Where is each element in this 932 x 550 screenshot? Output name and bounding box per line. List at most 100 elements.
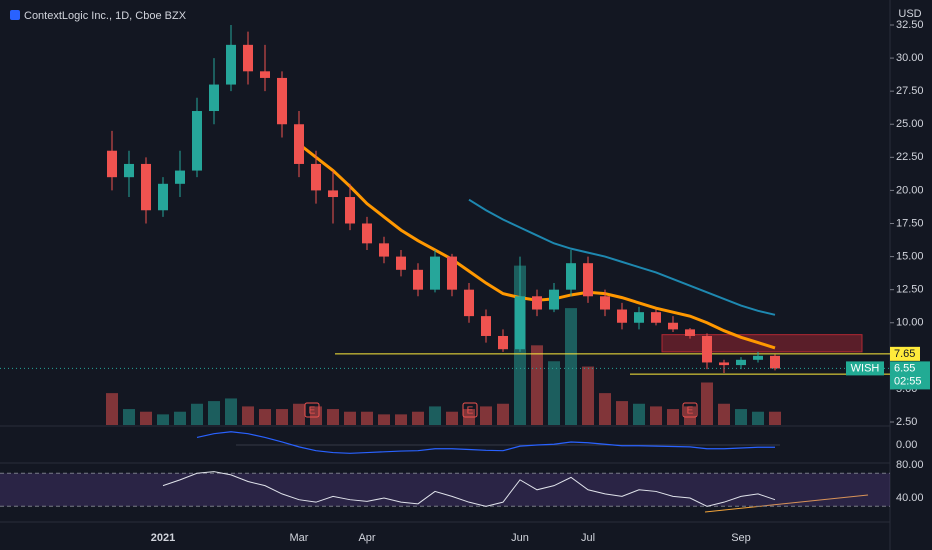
macd-tick-label: 0.00 xyxy=(896,439,917,451)
y-tick-label: 22.50 xyxy=(896,151,924,163)
candle-body xyxy=(294,124,304,164)
x-tick-label: Mar xyxy=(290,532,309,544)
candle-body xyxy=(651,312,661,323)
candle-body xyxy=(175,170,185,184)
candle-body xyxy=(736,359,746,366)
rsi-trendline xyxy=(704,494,869,513)
candle-body xyxy=(345,197,355,224)
candle-body xyxy=(396,256,406,270)
x-tick-label: 2021 xyxy=(151,532,175,544)
volume-bar xyxy=(650,406,662,425)
earnings-marker[interactable] xyxy=(462,402,478,418)
volume-bar xyxy=(531,345,543,425)
candle-body xyxy=(753,355,763,360)
candle-body xyxy=(379,243,389,257)
symbol-label: WISH xyxy=(851,362,880,374)
volume-bar xyxy=(361,411,373,425)
earnings-label: E xyxy=(467,406,474,417)
volume-bar xyxy=(616,401,628,425)
candle-body xyxy=(260,71,270,78)
volume-bar xyxy=(123,409,135,425)
x-tick-label: Apr xyxy=(358,532,375,544)
volume-bar xyxy=(735,409,747,425)
candle-body xyxy=(549,289,559,310)
level-tag xyxy=(890,346,920,361)
candle-body xyxy=(634,312,644,323)
macd-line xyxy=(196,431,775,454)
candle-body xyxy=(413,269,423,290)
y-tick-label: 17.50 xyxy=(896,217,924,229)
candle-body xyxy=(430,256,440,290)
candle-body xyxy=(498,335,508,350)
currency-label[interactable]: USD xyxy=(898,8,921,20)
y-tick-label: 20.00 xyxy=(896,184,924,196)
candle-body xyxy=(464,289,474,317)
volume-bar xyxy=(242,406,254,425)
candle-body xyxy=(600,296,610,310)
volume-bar xyxy=(140,411,152,425)
chart-title: ContextLogic Inc., 1D, Cboe BZX xyxy=(24,10,187,22)
volume-bar xyxy=(174,411,186,425)
candle-body xyxy=(770,355,780,369)
y-tick-label: 27.50 xyxy=(896,85,924,97)
candle-body xyxy=(243,44,253,72)
candle-body xyxy=(719,362,729,366)
volume-bar xyxy=(769,411,781,425)
volume-bar xyxy=(395,414,407,425)
candle-body xyxy=(583,263,593,297)
last-price-tag xyxy=(890,361,930,390)
x-tick-label: Jun xyxy=(511,532,529,544)
volume-bar xyxy=(259,409,271,425)
volume-bar xyxy=(599,393,611,425)
candle-body xyxy=(532,296,542,310)
volume-bar xyxy=(497,403,509,425)
candle-body xyxy=(481,316,491,336)
symbol-icon xyxy=(10,10,20,20)
volume-bar xyxy=(633,403,645,425)
volume-bar xyxy=(412,411,424,425)
volume-bar xyxy=(480,406,492,425)
y-tick-label: 30.00 xyxy=(896,52,924,64)
volume-bar xyxy=(429,406,441,425)
candle-body xyxy=(515,296,525,350)
candle-body xyxy=(668,322,678,330)
symbol-tag xyxy=(846,361,884,376)
y-tick-label: 25.00 xyxy=(896,118,924,130)
volume-bar xyxy=(191,403,203,425)
volume-bar xyxy=(667,409,679,425)
rsi-tick-label: 80.00 xyxy=(896,459,924,471)
candle-body xyxy=(226,44,236,85)
candle-body xyxy=(277,77,287,125)
y-tick-label: 10.00 xyxy=(896,317,924,329)
volume-bar xyxy=(276,409,288,425)
candle-body xyxy=(702,335,712,363)
volume-bar xyxy=(327,409,339,425)
earnings-marker[interactable] xyxy=(682,402,698,418)
candle-body xyxy=(158,183,168,211)
volume-bar xyxy=(344,411,356,425)
earnings-label: E xyxy=(687,406,694,417)
earnings-marker[interactable] xyxy=(304,402,320,418)
x-tick-label: Jul xyxy=(581,532,595,544)
countdown-label: 02:55 xyxy=(894,375,922,387)
volume-bar xyxy=(106,393,118,425)
volume-bar xyxy=(208,401,220,425)
moving-average xyxy=(468,198,776,316)
candle-body xyxy=(447,256,457,290)
candle-body xyxy=(362,223,372,244)
last-price-label: 6.55 xyxy=(894,362,915,374)
volume-bar xyxy=(157,414,169,425)
y-tick-label: 32.50 xyxy=(896,19,924,31)
y-tick-label: 12.50 xyxy=(896,284,924,296)
candle-body xyxy=(328,190,338,198)
volume-bar xyxy=(582,366,594,425)
volume-bar xyxy=(225,398,237,425)
candle-body xyxy=(311,163,321,191)
volume-bar xyxy=(565,308,577,425)
candle-body xyxy=(124,163,134,178)
y-tick-label: 15.00 xyxy=(896,250,924,262)
volume-bar xyxy=(378,414,390,425)
rsi-tick-label: 40.00 xyxy=(896,492,924,504)
